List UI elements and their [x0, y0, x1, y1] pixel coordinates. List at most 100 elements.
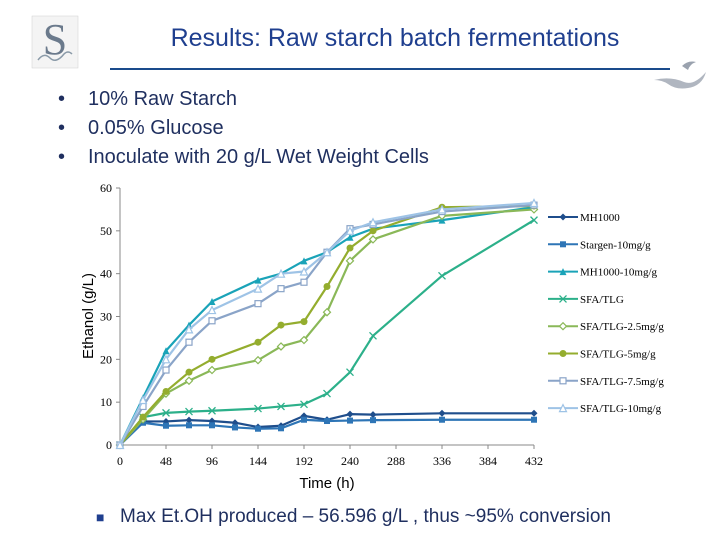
series-line: [119, 206, 535, 446]
data-point: [254, 276, 262, 284]
data-point: [208, 406, 216, 415]
data-point: [139, 413, 147, 421]
data-point: [300, 400, 308, 409]
legend-item: SFA/TLG-7.5mg/g: [548, 376, 664, 388]
data-point: [369, 227, 377, 235]
series-line: [119, 412, 534, 446]
data-point: [208, 355, 216, 363]
data-point: [346, 410, 354, 418]
data-point: [208, 317, 216, 325]
data-point: [559, 294, 567, 303]
data-point: [276, 268, 286, 278]
x-tick-label: 240: [341, 454, 359, 468]
data-point: [162, 408, 170, 417]
legend-label: Stargen-10mg/g: [580, 239, 651, 251]
data-point: [162, 366, 170, 374]
series-line: [119, 204, 535, 446]
data-point: [530, 216, 538, 225]
data-point: [254, 300, 262, 308]
y-tick-label: 30: [100, 310, 112, 324]
data-point: [277, 321, 285, 329]
data-point: [184, 376, 194, 386]
x-tick-label: 288: [387, 454, 405, 468]
legend-item: SFA/TLG-5mg/g: [548, 349, 656, 361]
data-point: [347, 417, 353, 424]
data-point: [323, 283, 331, 291]
legend-label: SFA/TLG-5mg/g: [580, 349, 656, 361]
square-bullet-icon: ■: [96, 509, 105, 525]
swoosh-decoration-icon: [652, 58, 708, 94]
data-point: [207, 305, 217, 315]
data-point: [368, 217, 378, 227]
series-line: [119, 418, 534, 446]
series-line: [119, 204, 535, 446]
data-point: [162, 387, 170, 395]
data-point: [559, 213, 567, 221]
data-point: [345, 225, 355, 235]
y-tick-label: 60: [100, 181, 112, 195]
data-point: [368, 235, 378, 244]
bullet-text: Inoculate with 20 g/L Wet Weight Cells: [88, 146, 429, 168]
data-point: [345, 256, 355, 266]
data-point: [138, 395, 148, 405]
data-point: [185, 407, 193, 416]
x-tick-label: 48: [160, 454, 172, 468]
bullet-text: 0.05% Glucose: [88, 117, 224, 139]
legend-item: MH1000: [548, 212, 620, 224]
data-point: [558, 403, 568, 413]
data-point: [438, 409, 446, 417]
x-tick-label: 432: [525, 454, 543, 468]
chart-axes: 0 10 20 30 40 50 60 0 48 96 144 192 240 288 336 384 432: [100, 181, 543, 468]
data-point: [300, 278, 308, 286]
bullet-item: • 10% Raw Starch: [58, 86, 429, 115]
data-point: [208, 298, 216, 306]
data-point: [185, 338, 193, 346]
data-point: [558, 321, 568, 331]
x-tick-label: 144: [249, 454, 267, 468]
data-point: [300, 257, 308, 265]
x-axis-label: Time (h): [299, 475, 354, 492]
x-tick-label: 192: [295, 454, 313, 468]
data-point: [207, 365, 217, 375]
data-point: [162, 347, 170, 355]
data-point: [346, 233, 354, 241]
bullet-item: • 0.05% Glucose: [58, 115, 429, 144]
data-point: [254, 338, 262, 346]
y-tick-label: 0: [106, 438, 112, 452]
legend-label: MH1000: [580, 212, 620, 224]
data-point: [529, 198, 539, 208]
series-line: [119, 208, 535, 446]
bullet-icon: •: [58, 88, 66, 110]
y-tick-label: 20: [100, 352, 112, 366]
data-point: [276, 342, 286, 351]
data-point: [115, 440, 125, 450]
data-point: [346, 244, 354, 252]
data-point: [324, 418, 330, 425]
data-point: [322, 247, 332, 257]
x-tick-label: 0: [117, 454, 123, 468]
legend-label: SFA/TLG-7.5mg/g: [580, 376, 664, 388]
bullet-icon: •: [58, 117, 66, 139]
data-point: [163, 422, 169, 429]
y-tick-label: 40: [100, 267, 112, 281]
data-point: [369, 411, 377, 419]
conclusion-text: Max Et.OH produced – 56.596 g/L , thus ~…: [120, 506, 611, 527]
data-point: [437, 204, 447, 214]
y-tick-label: 50: [100, 224, 112, 238]
y-tick-label: 10: [100, 395, 112, 409]
data-point: [278, 425, 284, 432]
data-point: [438, 271, 446, 280]
x-tick-label: 96: [206, 454, 218, 468]
legend-label: MH1000-10mg/g: [580, 267, 658, 279]
university-logo: S: [30, 14, 80, 70]
page-title: Results: Raw starch batch fermentations: [170, 24, 620, 52]
data-point: [559, 268, 567, 276]
data-point: [209, 422, 215, 429]
data-point: [300, 318, 308, 326]
data-point: [185, 416, 193, 424]
data-point: [370, 417, 376, 424]
data-point: [185, 368, 193, 376]
legend-label: SFA/TLG: [580, 294, 624, 306]
title-divider: [110, 68, 670, 70]
